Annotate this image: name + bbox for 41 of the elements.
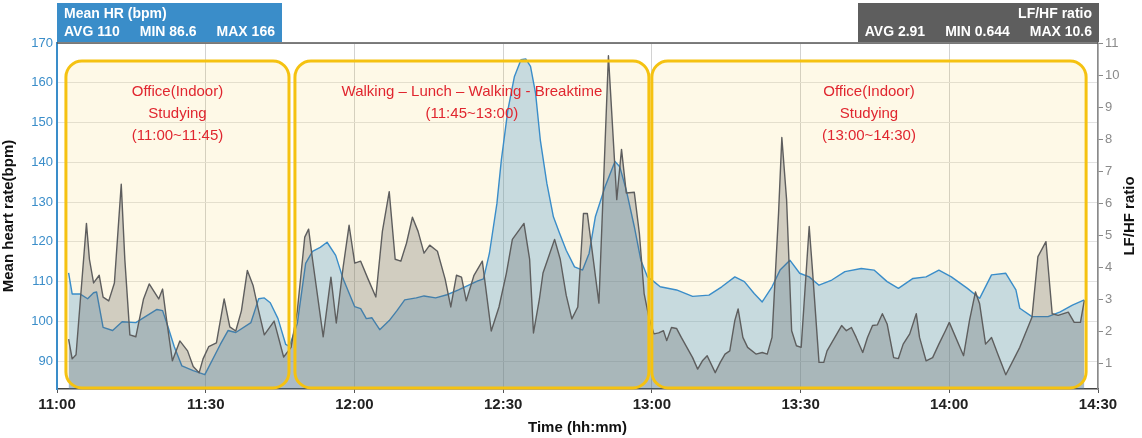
x-tick-label: 12:30 [483,395,523,413]
text: MAX 10.6 [1029,22,1092,40]
y2-tick-label: 6 [1105,194,1113,210]
y-tick-label: 160 [31,74,53,90]
x-tick-label: 14:30 [1078,395,1118,413]
text: LF/HF ratio [1017,4,1092,22]
y2-tick-label: 1 [1105,354,1113,370]
y2-tick-label: 8 [1105,130,1113,146]
y2-tick-label: 3 [1105,290,1113,306]
y-tick-label: 170 [31,34,53,50]
x-tick-label: 11:00 [38,395,76,413]
y2-tick-label: 7 [1105,162,1113,178]
text: Mean HR (bpm) [64,4,168,22]
text: MIN 86.6 [139,22,197,40]
y-tick-label: 90 [38,352,53,368]
y2-tick-label: 2 [1105,322,1113,338]
y-axis-title: Mean heart rate(bpm) [0,139,17,293]
x-axis-title: Time (hh:mm) [528,418,627,436]
y2-tick-label: 5 [1105,226,1113,242]
y2-tick-label: 11 [1105,34,1119,50]
band-label: Office(Indoor) Studying (11:00~11:45) [131,82,224,143]
band-label: Office(Indoor) Studying (13:00~14:30) [822,82,916,143]
x-tick-label: 13:00 [632,395,672,413]
y2-tick-label: 4 [1105,258,1113,274]
x-tick-label: 12:00 [335,395,374,413]
x-tick-label: 14:00 [930,395,969,413]
y-tick-label: 140 [31,153,53,169]
y-tick-label: 120 [31,233,53,249]
y-tick-label: 150 [31,114,53,130]
y-tick-label: 130 [31,193,53,209]
x-tick-label: 11:30 [186,395,225,413]
y-tick-label: 100 [31,312,53,328]
text: AVG 2.91 [864,22,926,40]
y2-tick-label: 10 [1105,66,1120,82]
y2-axis-title: LF/HF ratio [1120,176,1138,256]
text: MAX 166 [216,22,275,40]
text: AVG 110 [64,22,120,40]
text: MIN 0.644 [945,22,1010,40]
y2-tick-label: 9 [1105,98,1113,114]
x-tick-label: 13:30 [781,395,820,413]
y-tick-label: 110 [32,273,53,289]
